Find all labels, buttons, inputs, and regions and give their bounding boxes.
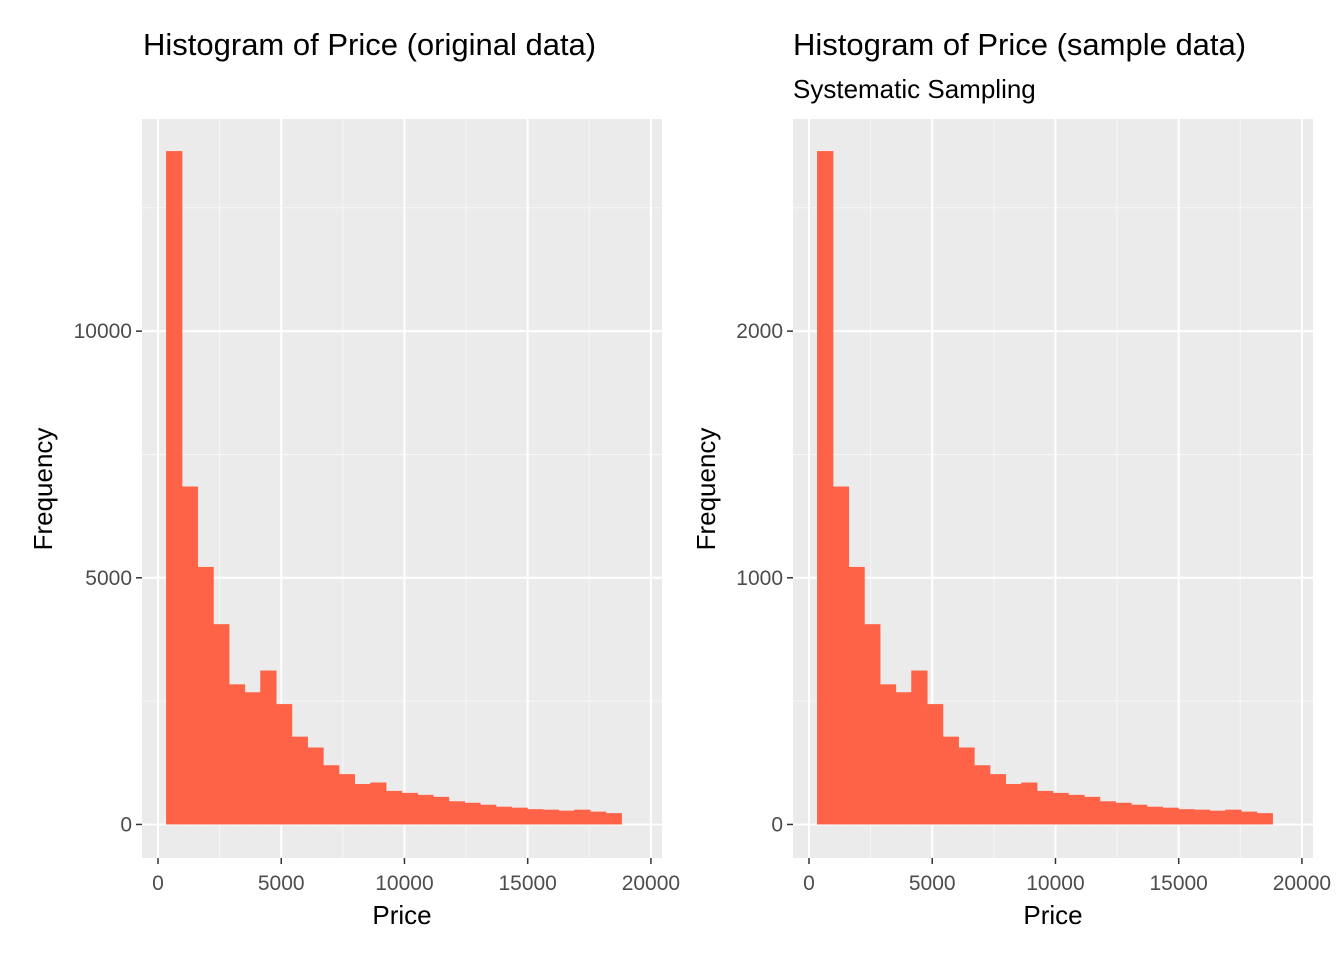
histogram-bar <box>574 809 591 825</box>
histogram-bar <box>911 670 928 825</box>
histogram-bar <box>1083 796 1101 825</box>
histogram-bar <box>307 747 324 825</box>
histogram-bar <box>1146 806 1164 825</box>
x-tick-label: 20000 <box>1273 872 1331 895</box>
x-tick-label: 20000 <box>622 872 680 895</box>
histogram-bar <box>1209 810 1226 825</box>
chart-subtitle: Systematic Sampling <box>793 74 1036 104</box>
chart-title: Histogram of Price (original data) <box>143 27 596 62</box>
histogram-bar <box>589 811 607 825</box>
histogram-bar <box>832 486 850 825</box>
histogram-bar <box>166 151 183 825</box>
x-axis-label: Price <box>1023 900 1082 930</box>
histogram-bar <box>542 809 560 825</box>
histogram-bar <box>401 792 418 825</box>
x-tick-label: 10000 <box>375 872 433 895</box>
histogram-bar <box>1178 809 1195 825</box>
histogram-bar <box>989 774 1007 825</box>
histogram-bar <box>848 566 865 825</box>
histogram-bar <box>275 704 293 825</box>
histogram-bar <box>817 151 834 825</box>
y-axis-label: Frequency <box>691 428 721 551</box>
histogram-bar <box>1036 790 1054 825</box>
x-tick-label: 15000 <box>1149 872 1207 895</box>
y-tick-label: 5000 <box>85 567 132 590</box>
y-tick-label: 0 <box>771 813 783 836</box>
chart-title: Histogram of Price (sample data) <box>793 27 1246 62</box>
histogram-bar <box>370 782 387 825</box>
x-tick-label: 5000 <box>909 872 956 895</box>
histogram-bar <box>1193 809 1211 825</box>
histogram-bar <box>895 692 912 825</box>
histogram-bar <box>1162 807 1179 825</box>
histogram-bar <box>926 704 944 825</box>
histogram-bar <box>879 684 897 825</box>
histogram-bar <box>605 813 622 825</box>
plot-panel: 0 5000 10000 0 5000 10000 15000 20000 <box>74 119 680 895</box>
x-tick-label: 0 <box>152 872 164 895</box>
histogram-bar <box>958 747 975 825</box>
histogram-bar <box>527 809 544 825</box>
histogram-bar <box>1068 794 1085 825</box>
x-tick-label: 0 <box>803 872 815 895</box>
x-tick-label: 15000 <box>498 872 556 895</box>
histogram-bar <box>464 802 481 825</box>
histogram-bar <box>291 736 308 825</box>
histogram-bar <box>1052 792 1069 825</box>
histogram-bar <box>181 486 199 825</box>
histogram-bar <box>1021 782 1038 825</box>
histogram-bar <box>974 765 991 825</box>
x-axis-label: Price <box>372 900 431 930</box>
y-tick-label: 1000 <box>736 567 783 590</box>
histogram-bar <box>385 790 403 825</box>
histogram-bar <box>864 624 881 825</box>
chart-left: Histogram of Price (original data) 0 5000… <box>28 27 680 930</box>
chart-right: Histogram of Price (sample data) Systema… <box>691 27 1331 930</box>
y-tick-label: 10000 <box>74 320 132 343</box>
x-tick-label: 5000 <box>258 872 305 895</box>
histogram-bar <box>1099 801 1116 825</box>
histogram-bar <box>942 736 959 825</box>
histogram-bar <box>1005 784 1022 825</box>
histogram-bar <box>1115 802 1132 825</box>
histogram-bar <box>354 784 371 825</box>
histogram-bar <box>228 684 246 825</box>
histogram-bar <box>197 566 214 825</box>
y-axis-label: Frequency <box>28 428 58 551</box>
histogram-bar <box>260 670 277 825</box>
histogram-bar <box>511 807 528 825</box>
histogram-bar <box>448 801 465 825</box>
histogram-bar <box>480 804 497 825</box>
x-tick-label: 10000 <box>1026 872 1084 895</box>
histogram-bar <box>1131 804 1148 825</box>
y-tick-label: 2000 <box>736 320 783 343</box>
histogram-bar <box>1240 811 1258 825</box>
histogram-bar <box>213 624 230 825</box>
histogram-bar <box>338 774 356 825</box>
histogram-bar <box>417 794 434 825</box>
histogram-bar <box>558 810 575 825</box>
histogram-bar <box>244 692 261 825</box>
histogram-bar <box>432 796 450 825</box>
histogram-bar <box>323 765 340 825</box>
histogram-bar <box>495 806 513 825</box>
y-tick-label: 0 <box>120 813 132 836</box>
histogram-bar <box>1256 813 1273 825</box>
histogram-bar <box>1225 809 1242 825</box>
